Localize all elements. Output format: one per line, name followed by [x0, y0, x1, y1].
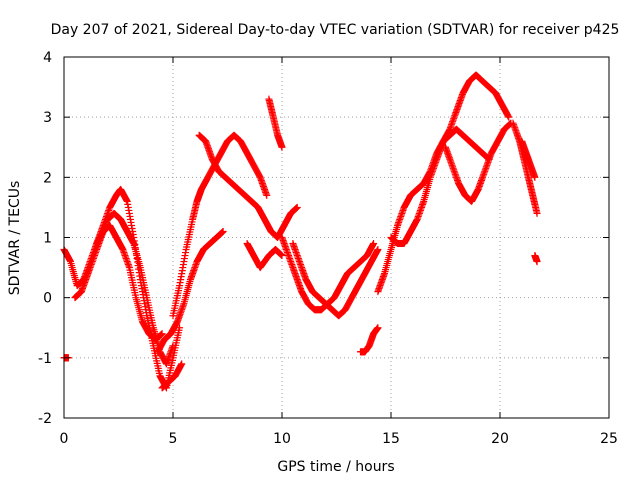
axis-ticks	[63, 56, 610, 419]
x-axis-label: GPS time / hours	[277, 459, 394, 475]
x-tick-labels: 0 5 10 15 20 25	[60, 431, 618, 447]
y-tick-label: 3	[43, 110, 52, 126]
data-point	[505, 113, 513, 121]
grid	[64, 57, 609, 418]
x-tick-label: 0	[60, 431, 69, 447]
data-point	[293, 203, 301, 211]
data-point	[178, 360, 186, 368]
data-point	[374, 246, 382, 254]
data-point	[374, 324, 382, 332]
y-tick-label: 4	[43, 50, 52, 66]
data-point	[169, 342, 177, 350]
data-point	[533, 258, 541, 266]
data-points	[60, 71, 541, 392]
data-point	[263, 191, 271, 199]
y-tick-label: -1	[38, 351, 52, 367]
y-axis-label: SDTVAR / TECUs	[7, 181, 23, 296]
data-point	[531, 173, 539, 181]
data-point	[278, 143, 286, 151]
data-point	[533, 209, 541, 217]
y-tick-label: 0	[43, 291, 52, 307]
x-tick-label: 25	[600, 431, 618, 447]
chart-title: Day 207 of 2021, Sidereal Day-to-day VTE…	[51, 22, 620, 38]
x-tick-label: 10	[273, 431, 291, 447]
data-point	[278, 252, 286, 260]
y-tick-labels: -2 -1 0 1 2 3 4	[38, 50, 52, 427]
y-tick-label: 2	[43, 170, 52, 186]
y-tick-label: 1	[43, 231, 52, 247]
x-tick-label: 5	[169, 431, 178, 447]
data-point	[219, 227, 227, 235]
x-tick-label: 15	[382, 431, 400, 447]
data-point	[158, 330, 166, 338]
data-point	[370, 240, 378, 248]
x-tick-label: 20	[491, 431, 509, 447]
y-tick-label: -2	[38, 411, 52, 427]
